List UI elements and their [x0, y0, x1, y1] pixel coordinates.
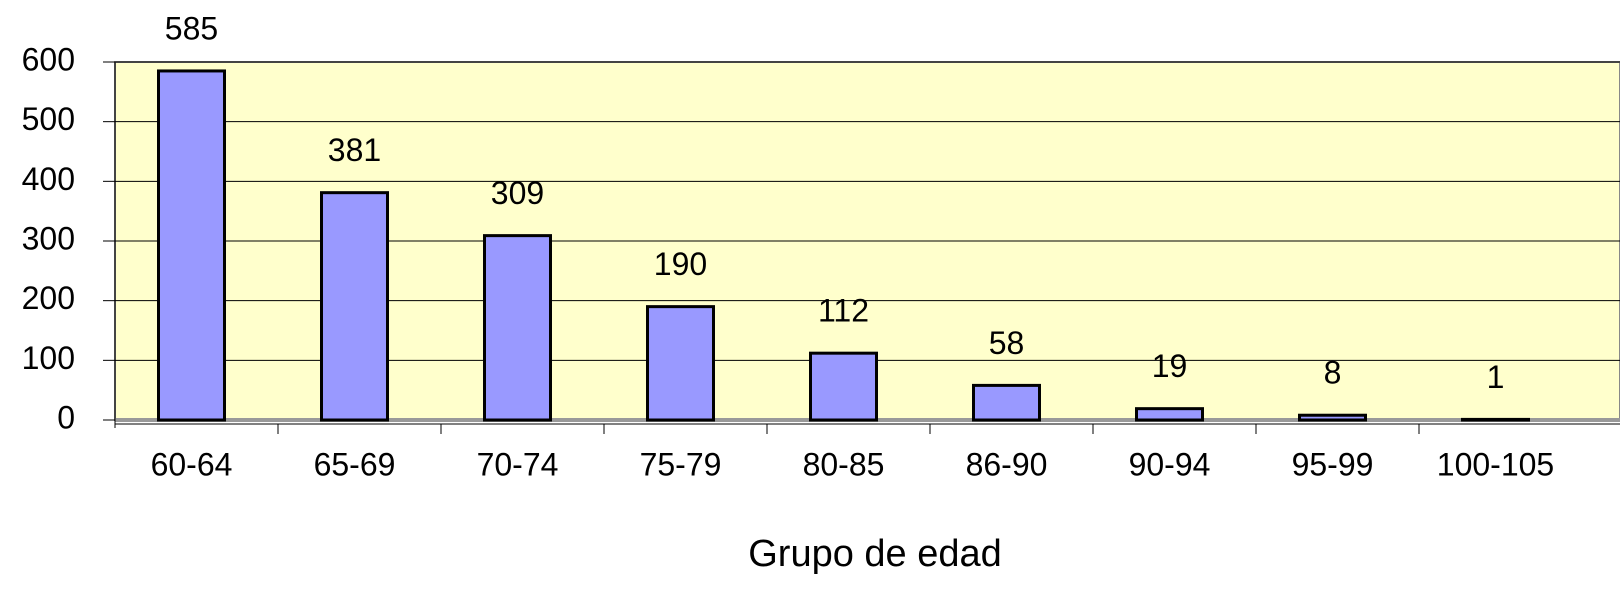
y-tick-label: 500 [22, 101, 75, 137]
x-tick-label: 86-90 [966, 446, 1048, 482]
x-tick-label: 70-74 [477, 446, 559, 482]
y-tick-label: 300 [22, 220, 75, 256]
bar [1298, 413, 1367, 422]
bar [1135, 407, 1204, 422]
data-label: 19 [1152, 348, 1188, 384]
data-label: 112 [818, 293, 869, 329]
x-tick-label: 75-79 [640, 446, 722, 482]
data-label: 190 [654, 246, 707, 282]
x-tick-label: 90-94 [1129, 446, 1211, 482]
data-label: 8 [1324, 355, 1342, 391]
x-tick-label: 60-64 [151, 446, 233, 482]
bar [157, 69, 226, 422]
bar [809, 351, 878, 422]
y-tick-label: 400 [22, 161, 75, 197]
y-tick-label: 600 [22, 41, 75, 77]
data-label: 58 [989, 325, 1025, 361]
data-label: 309 [491, 175, 544, 211]
bar [1461, 417, 1530, 422]
x-tick-label: 65-69 [314, 446, 396, 482]
data-label: 381 [328, 132, 381, 168]
bar [646, 305, 715, 422]
x-tick-label: 80-85 [803, 446, 885, 482]
x-tick-label: 95-99 [1292, 446, 1374, 482]
y-tick-label: 100 [22, 340, 75, 376]
data-label: 585 [165, 10, 218, 46]
y-tick-label: 200 [22, 280, 75, 316]
bar [483, 234, 552, 422]
bar [972, 383, 1041, 422]
y-tick-label: 0 [57, 399, 75, 435]
x-axis-label: Grupo de edad [748, 533, 1002, 575]
x-tick-label: 100-105 [1437, 446, 1554, 482]
data-label: 1 [1487, 359, 1505, 395]
bar [320, 191, 389, 422]
